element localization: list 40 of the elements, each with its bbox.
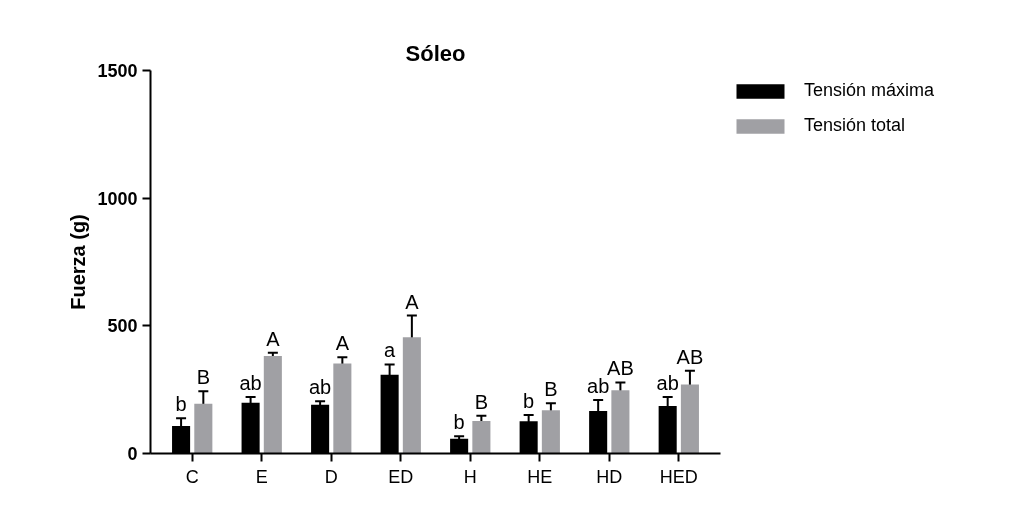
data-label: A — [335, 332, 350, 355]
data-label: B — [474, 390, 489, 413]
data-label: ab — [308, 376, 332, 399]
bar — [402, 337, 421, 454]
y-tick-label: 1000 — [97, 188, 138, 209]
y-tick-label: 1500 — [97, 61, 138, 81]
data-label: A — [405, 290, 420, 313]
y-axis-title: Fuerza (g) — [67, 214, 90, 310]
bar — [541, 410, 560, 454]
data-label: AB — [676, 345, 704, 368]
data-label: B — [544, 378, 558, 401]
bar — [263, 355, 282, 454]
data-label: ab — [239, 372, 262, 395]
data-label: AB — [607, 357, 634, 380]
x-tick-label: D — [324, 466, 338, 487]
bar — [680, 384, 699, 454]
y-tick-label: 0 — [127, 444, 138, 464]
bar — [611, 390, 630, 454]
x-tick-label: E — [255, 466, 268, 487]
x-tick-label: ED — [388, 466, 414, 487]
data-label: A — [266, 327, 281, 350]
x-tick-label: H — [463, 466, 477, 487]
data-label: B — [196, 366, 210, 389]
bar — [194, 403, 213, 454]
data-label: b — [523, 389, 535, 412]
data-label: a — [384, 339, 397, 362]
x-tick-label: C — [185, 466, 199, 487]
x-tick-label: HED — [659, 466, 698, 487]
x-tick-label: HD — [596, 466, 623, 487]
chart-title: Sóleo — [405, 40, 466, 66]
legend-label: Tensión máxima — [804, 80, 935, 101]
data-label: b — [453, 411, 465, 434]
data-label: ab — [587, 374, 610, 397]
bar — [333, 363, 352, 454]
data-label: ab — [656, 372, 679, 395]
bar — [472, 421, 491, 454]
data-label: b — [175, 393, 187, 416]
legend-label: Tensión total — [804, 115, 906, 136]
x-tick-label: HE — [527, 466, 553, 487]
y-tick-label: 500 — [107, 316, 138, 337]
